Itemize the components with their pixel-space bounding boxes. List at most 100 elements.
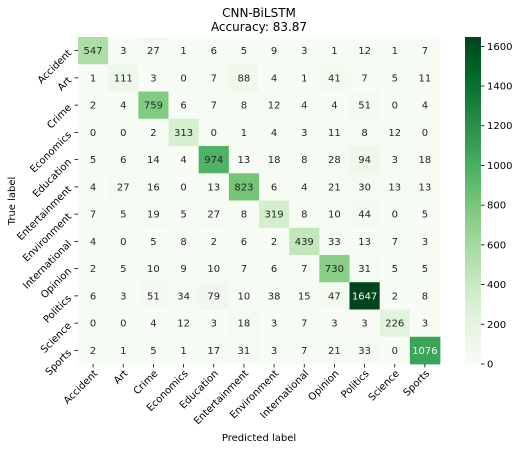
heatmap-cell xyxy=(228,118,260,147)
colorbar-segment xyxy=(465,255,481,259)
colorbar-segment xyxy=(465,197,481,202)
cell-value-label: 18 xyxy=(268,155,281,166)
heatmap-cell xyxy=(168,227,200,256)
colorbar-segment xyxy=(465,175,481,180)
heatmap-cell xyxy=(198,309,230,338)
colorbar-segment xyxy=(465,323,481,327)
heatmap-cell xyxy=(349,255,381,283)
heatmap-cell xyxy=(409,118,441,147)
cell-value-label: 1 xyxy=(180,46,186,57)
heatmap-cell xyxy=(78,227,109,256)
colorbar-segment xyxy=(465,75,481,79)
heatmap-cell xyxy=(409,37,441,65)
cell-value-label: 13 xyxy=(238,155,251,166)
heatmap-cell xyxy=(108,282,139,310)
heatmap-cell xyxy=(379,255,411,283)
heatmap-cell xyxy=(138,173,169,201)
heatmap-cell xyxy=(379,227,411,256)
cell-value-label: 27 xyxy=(207,210,220,221)
cell-value-label: 21 xyxy=(328,346,341,357)
cell-value-label: 823 xyxy=(234,182,253,193)
cell-value-label: 15 xyxy=(298,291,311,302)
colorbar-segment xyxy=(465,339,481,343)
heatmap-cell xyxy=(349,227,381,256)
heatmap-cell xyxy=(168,118,200,147)
colorbar-segment xyxy=(465,249,481,253)
heatmap-cell xyxy=(409,91,441,120)
colorbar-segment xyxy=(465,230,481,234)
colorbar-segment xyxy=(465,45,481,49)
cell-value-label: 313 xyxy=(174,128,193,139)
colorbar-segment xyxy=(465,298,481,302)
colorbar-segment xyxy=(465,154,481,158)
colorbar-segment xyxy=(465,355,481,360)
cell-value-label: 12 xyxy=(388,128,401,139)
cell-value-label: 226 xyxy=(385,319,404,330)
cell-value-label: 3 xyxy=(422,319,428,330)
heatmap-cell xyxy=(259,118,290,147)
heatmap-cell xyxy=(379,173,411,201)
colorbar-segment xyxy=(465,124,481,128)
x-tick-label: Crime xyxy=(132,368,161,397)
heatmap-cell xyxy=(198,64,230,92)
colorbar-segment xyxy=(465,290,481,294)
cell-value-label: 9 xyxy=(271,46,277,57)
colorbar-segment xyxy=(465,137,481,142)
heatmap-cell xyxy=(409,255,441,283)
cell-value-label: 7 xyxy=(361,73,367,84)
cell-value-label: 12 xyxy=(177,319,190,330)
cell-value-label: 10 xyxy=(328,210,341,221)
heatmap-cell xyxy=(198,91,230,120)
colorbar-segment xyxy=(465,331,481,335)
colorbar-segment xyxy=(465,342,481,346)
cell-value-label: 11 xyxy=(328,128,341,139)
colorbar-segment xyxy=(465,268,481,272)
cell-value-label: 7 xyxy=(90,210,96,221)
heatmap-cell xyxy=(259,255,290,283)
y-tick-label: Crime xyxy=(45,102,74,131)
cell-value-label: 7 xyxy=(211,101,217,112)
colorbar-segment xyxy=(465,61,481,65)
colorbar-segment xyxy=(465,304,481,308)
colorbar-segment xyxy=(465,186,481,191)
x-axis-label: Predicted label xyxy=(222,433,296,444)
cell-value-label: 1 xyxy=(241,128,247,139)
cell-value-label: 8 xyxy=(301,210,307,221)
cell-value-label: 7 xyxy=(211,73,217,84)
colorbar-segment xyxy=(465,361,481,365)
cell-value-label: 4 xyxy=(301,101,307,112)
heatmap-cell xyxy=(228,173,260,201)
cell-value-label: 3 xyxy=(271,319,277,330)
colorbar-segment xyxy=(465,293,481,297)
chart-subtitle: Accuracy: 83.87 xyxy=(211,20,307,34)
colorbar: 0 200 400 600 800 1000 1200 1400 1600 xyxy=(465,37,512,371)
cell-value-label: 8 xyxy=(422,291,428,302)
cell-value-label: 19 xyxy=(147,210,160,221)
x-tick-label: Accident xyxy=(62,368,100,406)
heatmap-cell xyxy=(259,200,290,229)
colorbar-segment xyxy=(465,58,481,63)
heatmap-cell xyxy=(78,37,109,65)
heatmap-cell xyxy=(289,255,320,283)
cell-value-label: 3 xyxy=(120,46,126,57)
cell-value-label: 33 xyxy=(358,346,371,357)
colorbar-segment xyxy=(465,336,481,341)
cell-value-label: 79 xyxy=(207,291,220,302)
heatmap-cell xyxy=(349,146,381,174)
cell-value-label: 0 xyxy=(180,73,186,84)
colorbar-segment xyxy=(465,72,481,76)
colorbar-segment xyxy=(465,225,481,229)
heatmap-cell xyxy=(228,336,260,365)
heatmap-cell xyxy=(198,255,230,283)
colorbar-segment xyxy=(465,159,481,163)
heatmap-cell xyxy=(138,227,169,256)
colorbar-segment xyxy=(465,200,481,204)
heatmap-cell xyxy=(228,146,260,174)
cell-value-label: 10 xyxy=(238,291,251,302)
heatmap-cell xyxy=(319,227,350,256)
heatmap-cell xyxy=(198,37,230,65)
heatmap-cell xyxy=(319,282,350,310)
heatmap-cell xyxy=(108,118,139,147)
heatmap-cell xyxy=(198,118,230,147)
heatmap-cell xyxy=(259,91,290,120)
